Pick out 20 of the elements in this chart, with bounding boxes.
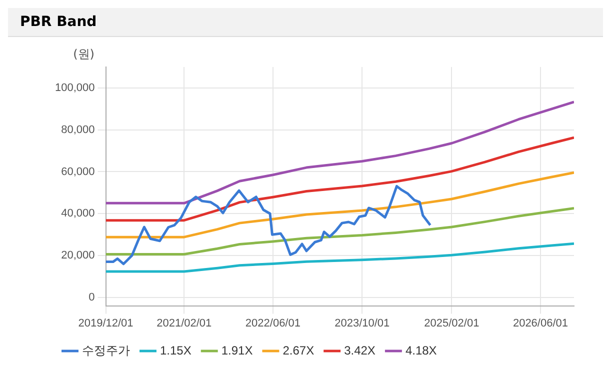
y-tick-label: 40,000 — [61, 208, 95, 220]
legend-label: 2.67X — [282, 343, 314, 358]
y-tick-label: 60,000 — [61, 166, 95, 178]
x-tick-label: 2025/02/01 — [424, 317, 480, 330]
x-tick-label: 2023/10/01 — [334, 317, 390, 330]
y-tick-label: 80,000 — [61, 124, 95, 136]
legend-label: 수정주가 — [82, 343, 130, 358]
x-tick-label: 2021/02/01 — [156, 317, 212, 330]
legend-label: 1.15X — [160, 343, 192, 358]
y-tick-label: 100,000 — [54, 82, 95, 94]
y-tick-label: 20,000 — [61, 250, 95, 262]
y-axis-title: (원) — [73, 47, 94, 62]
chart-title: PBR Band — [8, 8, 603, 37]
legend-label: 1.91X — [221, 343, 253, 358]
legend-label: 4.18X — [405, 343, 437, 358]
x-tick-label: 2026/06/01 — [512, 317, 568, 330]
x-tick-label: 2019/12/01 — [78, 317, 134, 330]
y-tick-label: 0 — [88, 291, 95, 304]
legend-label: 3.42X — [344, 343, 376, 358]
x-tick-label: 2022/06/01 — [245, 317, 300, 330]
